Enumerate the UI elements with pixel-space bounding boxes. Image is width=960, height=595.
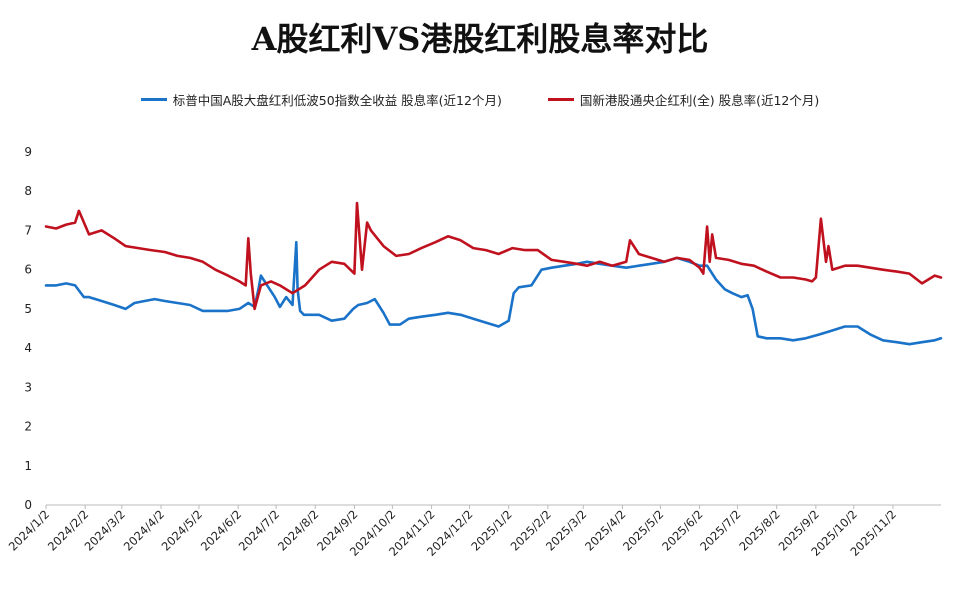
x-tick-label: 2024/8/2 bbox=[275, 507, 321, 553]
y-tick-label: 9 bbox=[24, 145, 32, 159]
legend-swatch-red bbox=[547, 98, 574, 101]
chart-title: A股红利VS港股红利股息率对比 bbox=[251, 20, 709, 58]
x-tick-label: 2024/7/2 bbox=[236, 507, 282, 553]
x-tick-label: 2024/3/2 bbox=[82, 507, 128, 553]
x-tick-label: 2024/5/2 bbox=[159, 507, 205, 553]
y-tick-label: 8 bbox=[24, 184, 32, 198]
y-tick-label: 7 bbox=[24, 223, 32, 237]
legend-item-a-share: 标普中国A股大盘红利低波50指数全收益 股息率(近12个月) bbox=[140, 90, 502, 109]
y-tick-label: 3 bbox=[24, 380, 32, 394]
legend: 标普中国A股大盘红利低波50指数全收益 股息率(近12个月) 国新港股通央企红利… bbox=[0, 90, 960, 109]
y-tick-label: 1 bbox=[24, 459, 32, 473]
x-tick-label: 2025/7/2 bbox=[697, 507, 743, 553]
legend-swatch-blue bbox=[140, 98, 167, 101]
y-tick-label: 6 bbox=[24, 263, 32, 277]
legend-label-hk-share: 国新港股通央企红利(全) 股息率(近12个月) bbox=[579, 93, 820, 108]
y-tick-label: 0 bbox=[24, 498, 32, 512]
y-tick-label: 4 bbox=[24, 341, 32, 355]
x-tick-label: 2024/1/2 bbox=[6, 507, 52, 553]
series-line-hk-share bbox=[44, 201, 943, 311]
series-line-a-share bbox=[44, 240, 943, 346]
x-tick-label: 2025/5/2 bbox=[620, 507, 666, 553]
y-tick-label: 2 bbox=[24, 420, 32, 434]
legend-label-a-share: 标普中国A股大盘红利低波50指数全收益 股息率(近12个月) bbox=[172, 93, 502, 108]
x-tick-label: 2025/8/2 bbox=[736, 507, 782, 553]
y-tick-label: 5 bbox=[24, 302, 32, 316]
legend-item-hk-share: 国新港股通央企红利(全) 股息率(近12个月) bbox=[547, 90, 820, 109]
x-tick-label: 2025/1/2 bbox=[468, 507, 514, 553]
